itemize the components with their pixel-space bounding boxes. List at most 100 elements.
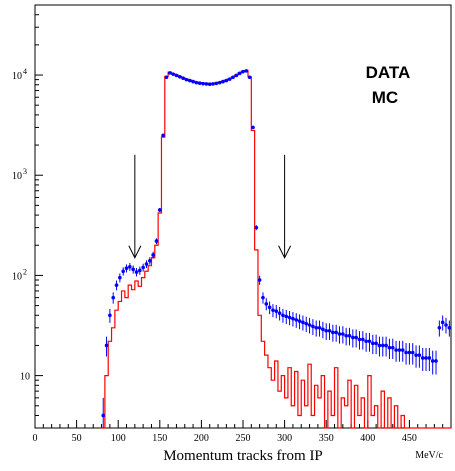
x-axis-unit: MeV/c xyxy=(415,450,443,461)
data-point xyxy=(384,343,388,348)
y-tick-label: 10 xyxy=(12,171,22,182)
legend-data-label: DATA xyxy=(366,63,411,82)
data-point xyxy=(334,330,338,335)
data-point xyxy=(370,341,375,346)
data-point xyxy=(277,311,282,315)
data-point xyxy=(444,323,448,327)
data-point xyxy=(221,79,225,84)
data-point xyxy=(380,343,385,348)
data-point xyxy=(118,275,122,280)
data-point xyxy=(427,356,432,360)
data-point xyxy=(144,262,149,266)
data-point xyxy=(297,319,302,323)
data-point xyxy=(317,326,322,330)
data-point xyxy=(267,305,272,310)
x-tick-label: 150 xyxy=(152,433,167,444)
data-point xyxy=(237,71,242,76)
data-point xyxy=(390,345,395,350)
data-point xyxy=(417,353,422,357)
data-point xyxy=(264,302,269,306)
data-point xyxy=(374,341,378,346)
data-point xyxy=(424,356,428,360)
data-point xyxy=(337,332,342,336)
data-point xyxy=(447,326,452,330)
data-point xyxy=(347,333,352,338)
data-point xyxy=(440,320,445,325)
data-point xyxy=(227,77,232,81)
data-point xyxy=(114,283,119,287)
data-point xyxy=(187,78,192,83)
mc-step-line xyxy=(101,69,451,429)
data-point xyxy=(394,348,398,352)
data-point xyxy=(321,327,325,332)
data-point xyxy=(211,82,215,86)
data-point xyxy=(324,329,329,333)
data-point xyxy=(241,69,245,74)
data-point xyxy=(287,315,292,320)
data-point xyxy=(138,268,142,273)
data-point xyxy=(354,335,358,340)
y-tick-label: 10 xyxy=(20,372,30,383)
data-point xyxy=(108,313,112,318)
data-point xyxy=(214,81,219,86)
data-point xyxy=(204,82,209,86)
data-point xyxy=(400,348,405,352)
data-point xyxy=(361,337,365,342)
data-point xyxy=(367,339,372,344)
data-point xyxy=(134,270,139,274)
data-point xyxy=(234,73,239,78)
data-point xyxy=(271,308,275,312)
data-point xyxy=(148,258,152,263)
data-point xyxy=(131,267,135,272)
data-point xyxy=(224,78,229,83)
data-point xyxy=(341,332,345,336)
data-point xyxy=(284,314,289,319)
data-point xyxy=(261,295,265,300)
data-point xyxy=(247,75,252,80)
data-point xyxy=(377,343,382,348)
cut-arrows xyxy=(128,154,292,259)
data-point xyxy=(151,253,155,257)
data-point xyxy=(158,208,162,212)
data-point xyxy=(294,318,299,322)
data-series xyxy=(101,69,452,428)
data-point xyxy=(101,413,106,418)
data-point xyxy=(194,80,199,85)
y-tick-label: 10 xyxy=(12,71,22,82)
x-tick-label: 100 xyxy=(111,433,126,444)
data-point xyxy=(274,309,279,313)
x-tick-label: 200 xyxy=(194,433,209,444)
data-point xyxy=(184,77,189,82)
data-point xyxy=(121,269,125,274)
data-point xyxy=(351,335,355,340)
data-point xyxy=(420,356,425,360)
data-point xyxy=(434,359,438,363)
data-point xyxy=(344,333,348,338)
x-tick-label: 50 xyxy=(72,433,82,444)
data-point xyxy=(164,75,169,80)
y-tick-label: 10 xyxy=(12,271,22,282)
x-tick-label: 450 xyxy=(402,433,417,444)
data-point xyxy=(407,350,412,355)
legend-mc-label: MC xyxy=(372,88,398,107)
data-point xyxy=(207,82,212,87)
data-point xyxy=(201,81,205,86)
data-point xyxy=(304,321,309,326)
data-point xyxy=(414,353,418,357)
data-point xyxy=(410,350,415,355)
data-point xyxy=(397,348,402,352)
data-point xyxy=(197,81,202,85)
data-point xyxy=(154,239,159,243)
cut-arrow-head xyxy=(278,245,292,259)
data-point xyxy=(128,264,132,269)
data-point xyxy=(191,79,195,84)
data-point xyxy=(141,265,145,270)
data-point xyxy=(167,71,172,75)
data-point xyxy=(254,225,259,230)
data-point xyxy=(257,278,262,282)
data-point xyxy=(387,345,392,350)
data-point xyxy=(430,359,435,363)
x-tick-label: 0 xyxy=(33,433,38,444)
